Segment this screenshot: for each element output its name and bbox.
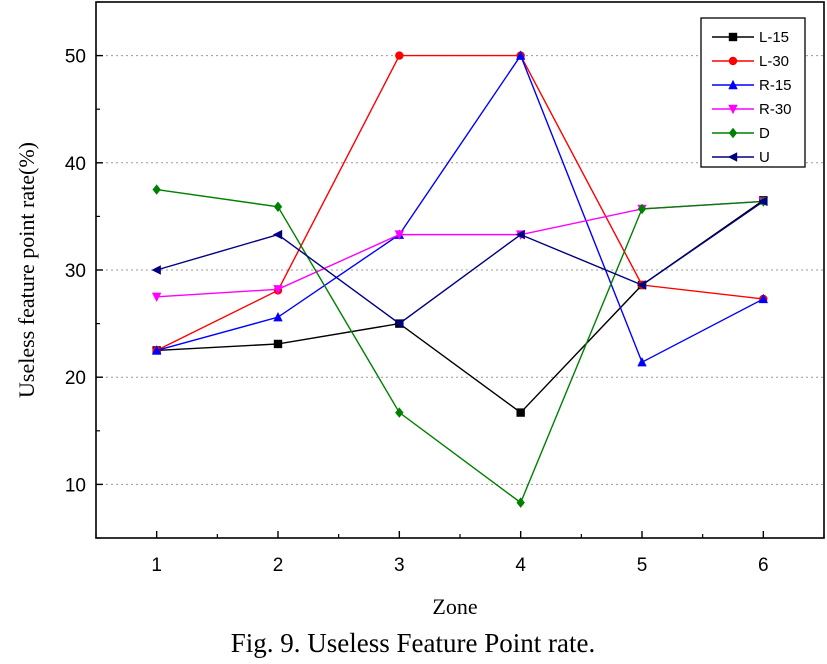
data-point (516, 408, 525, 417)
y-tick-label: 30 (65, 261, 86, 282)
series-line (156, 199, 764, 414)
data-point (273, 285, 283, 295)
legend-label: R-15 (759, 77, 792, 94)
data-point (395, 51, 404, 60)
legend-label: R-30 (759, 101, 792, 118)
legend-marker (728, 56, 738, 66)
series-line (156, 200, 764, 325)
data-point (152, 184, 161, 195)
series-r-30 (151, 197, 769, 302)
y-tick-label: 50 (65, 47, 86, 68)
data-point (273, 339, 283, 349)
legend-entry-d: D (712, 125, 770, 142)
series-r-15 (151, 50, 769, 367)
y-tick-label: 20 (65, 368, 86, 389)
data-point (151, 292, 162, 302)
data-point (272, 229, 283, 240)
series-u (151, 196, 768, 329)
legend-entry-u: U (712, 149, 770, 166)
x-tick-label: 2 (273, 555, 284, 576)
legend-marker (728, 32, 738, 42)
data-point (151, 345, 162, 355)
legend-label: D (759, 125, 770, 142)
data-point (637, 356, 647, 367)
data-point (151, 265, 161, 275)
legend-label: U (759, 149, 770, 166)
x-axis-title: Zone (432, 594, 477, 619)
x-tick-label: 4 (515, 555, 526, 576)
data-point (637, 203, 647, 215)
legend-entry-r-30: R-30 (712, 101, 792, 118)
x-tick-label: 1 (151, 555, 162, 576)
y-tick-label: 10 (65, 475, 86, 496)
legend-box (700, 17, 806, 168)
x-tick-label: 3 (394, 555, 405, 576)
data-point (758, 293, 769, 304)
legend-marker (728, 127, 738, 139)
series-layer (151, 50, 769, 508)
legend-marker (728, 79, 738, 90)
axis-ticks: 10 20 30 40 50 1 2 3 4 5 6 (65, 1, 825, 576)
legend-marker (727, 152, 738, 162)
y-tick-label: 40 (65, 154, 86, 175)
data-point (273, 201, 283, 212)
data-point (516, 497, 525, 508)
series-line (156, 54, 764, 364)
legend-entry-r-15: R-15 (712, 77, 792, 94)
x-tick-label: 5 (637, 555, 648, 576)
legend-label: L-30 (759, 53, 789, 70)
legend-entry-l-15: L-15 (712, 29, 789, 46)
legend-entry-l-30: L-30 (712, 53, 789, 70)
series-line (156, 200, 764, 298)
legend-label: L-15 (759, 29, 789, 46)
data-point (636, 280, 647, 290)
data-point (395, 407, 404, 418)
data-point (394, 318, 404, 329)
series-l-30 (152, 51, 768, 355)
series-line (156, 54, 764, 352)
y-axis-title: Useless feature point rate(%) (14, 142, 39, 398)
data-point (515, 229, 525, 240)
series-d (152, 184, 768, 508)
data-point (273, 311, 283, 322)
legend-marker (728, 104, 738, 115)
series-line (156, 188, 764, 504)
figure-caption: Fig. 9. Useless Feature Point rate. (231, 628, 595, 658)
data-point (515, 50, 526, 60)
x-tick-label: 6 (758, 555, 769, 576)
data-point (758, 196, 768, 207)
legend: L-15 L-30 R-15 R-30 DU (700, 17, 806, 168)
data-point (394, 230, 405, 240)
